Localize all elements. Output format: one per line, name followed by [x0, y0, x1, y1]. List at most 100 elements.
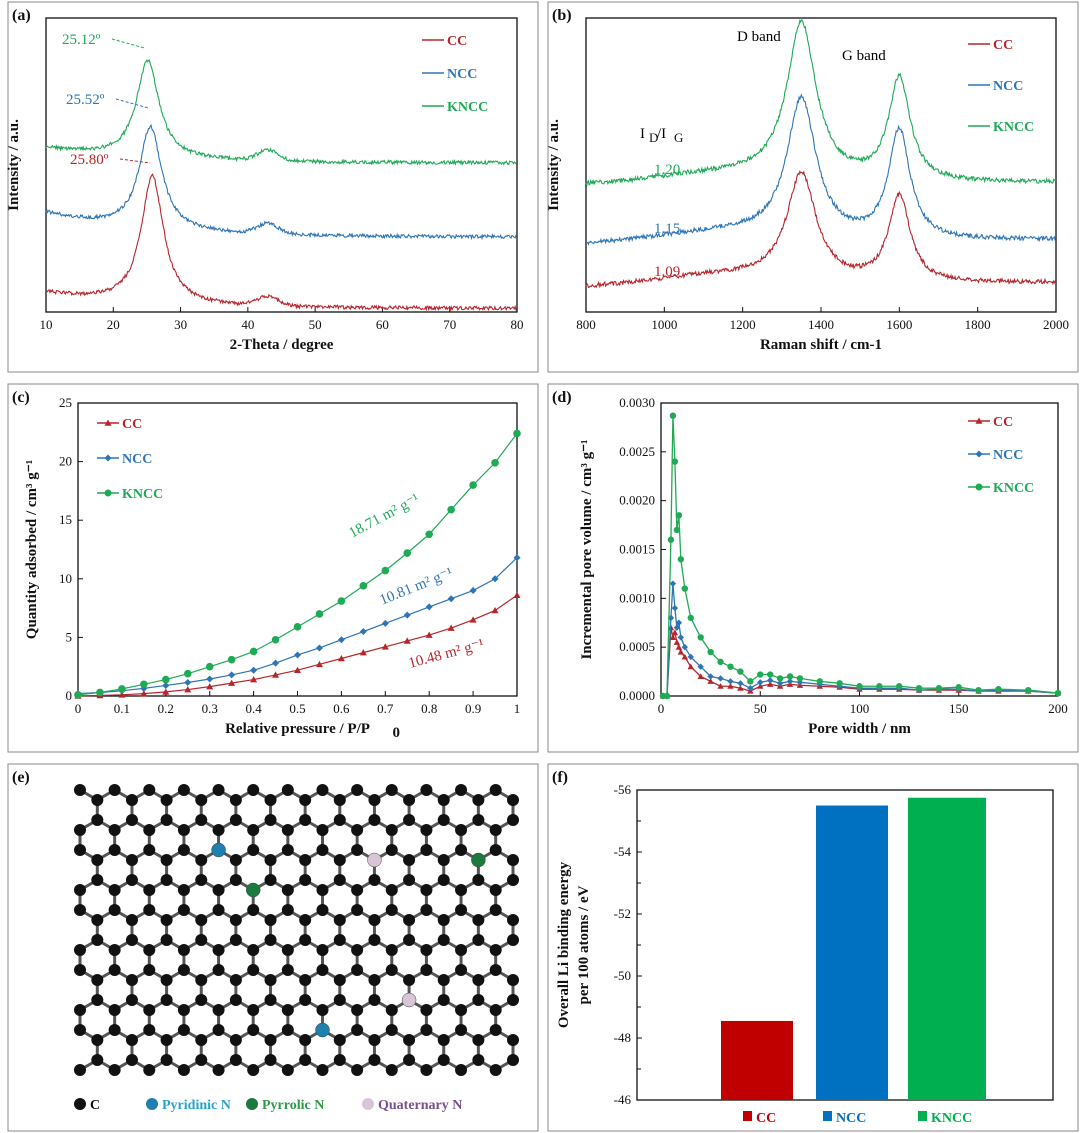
circle-marker	[896, 683, 903, 690]
carbon-atom	[247, 784, 260, 796]
diamond-marker	[669, 580, 677, 587]
circle-marker	[975, 686, 982, 694]
ratio-label-slash-I: /I	[657, 126, 666, 142]
legend-item-kncc: KNCC	[968, 120, 1034, 135]
legend-item-kncc: KNCC	[97, 487, 163, 502]
carbon-atom	[316, 1004, 329, 1016]
triangle-marker	[118, 691, 126, 698]
circle-marker	[955, 684, 962, 691]
carbon-atom	[212, 1024, 225, 1036]
carbon-atom	[229, 874, 242, 886]
carbon-atom	[91, 794, 104, 806]
diamond-marker	[667, 614, 675, 622]
legend-label-cc: CC	[756, 1111, 776, 1126]
carbon-atom	[351, 904, 364, 916]
carbon-atom	[195, 974, 208, 986]
carbon-atom	[385, 1064, 398, 1076]
carbon-atom	[264, 1034, 277, 1046]
surface-area-kncc: 18.71 m² g⁻¹	[346, 491, 422, 541]
carbon-atom	[74, 1024, 86, 1036]
carbon-atom	[160, 794, 173, 806]
carbon-atom	[368, 1034, 381, 1046]
carbon-atom	[351, 964, 364, 976]
legend-item-kncc: KNCC	[968, 481, 1034, 496]
triangle-marker	[975, 417, 983, 424]
carbon-atom	[368, 1054, 381, 1066]
diamond-marker	[162, 681, 170, 689]
carbon-atom	[91, 914, 104, 926]
y-tick-label: 0.0010	[619, 590, 655, 605]
carbon-atom	[455, 944, 468, 956]
carbon-atom	[351, 1064, 364, 1076]
carbon-atom	[333, 854, 346, 866]
carbon-atom	[177, 844, 190, 856]
carbon-atom	[247, 1004, 260, 1016]
legend-label: NCC	[122, 452, 152, 467]
carbon-atom	[385, 1004, 398, 1016]
panel-label: (b)	[552, 7, 572, 24]
carbon-atom	[489, 904, 502, 916]
x-tick-label: 800	[576, 317, 596, 332]
circle-marker	[747, 678, 754, 685]
carbon-atom	[437, 1054, 450, 1066]
circle-marker	[856, 683, 863, 690]
carbon-atom	[108, 1064, 121, 1076]
carbon-atom	[368, 874, 381, 886]
carbon-atom	[489, 824, 502, 836]
carbon-atom	[437, 974, 450, 986]
carbon-atom	[108, 1024, 121, 1036]
carbon-atom	[229, 794, 242, 806]
x-tick-label: 0.3	[202, 701, 218, 716]
y-tick-label: 20	[59, 454, 72, 469]
circle-marker	[677, 556, 685, 563]
legend-item-ncc: NCC	[422, 67, 477, 82]
y-tick-label: 25	[59, 395, 72, 410]
panel-label: (a)	[12, 7, 31, 24]
panel-label: (f)	[552, 769, 568, 786]
panel-label: (d)	[552, 389, 572, 406]
circle-marker	[697, 634, 704, 641]
carbon-atom	[316, 944, 329, 956]
carbon-atom	[195, 994, 208, 1006]
carbon-atom	[195, 874, 208, 886]
carbon-atom	[472, 914, 485, 926]
carbon-atom	[299, 934, 312, 946]
diamond-marker	[786, 678, 794, 685]
x-tick-label: 1400	[808, 317, 834, 332]
panel-d-frame	[547, 383, 1079, 753]
carbon-atom	[108, 884, 121, 896]
carbon-atom	[143, 884, 156, 896]
carbon-atom	[264, 974, 277, 986]
triangle-marker	[681, 653, 689, 660]
y-axis-label-2: per 100 atoms / eV	[576, 885, 592, 1004]
x-tick-label: 2000	[1043, 317, 1069, 332]
carbon-atom	[125, 874, 138, 886]
circle-marker	[227, 655, 236, 664]
raman-curve-cc	[585, 169, 1057, 289]
carbon-atom	[74, 904, 86, 916]
carbon-atom	[507, 994, 520, 1006]
legend-label: KNCC	[993, 120, 1034, 135]
circle-marker	[469, 481, 477, 489]
carbon-atom	[177, 944, 190, 956]
carbon-atom	[403, 854, 416, 866]
triangle-marker	[425, 631, 433, 638]
carbon-atom	[385, 1024, 398, 1036]
carbon-atom	[281, 884, 294, 896]
carbon-atom	[333, 874, 346, 886]
carbon-atom	[299, 974, 312, 986]
triangle-marker	[717, 683, 724, 689]
triangle-marker	[697, 673, 704, 680]
d-band-label: D band	[737, 29, 781, 45]
panel-c-frame	[7, 383, 539, 753]
legend-item-3: Quaternary N	[362, 1098, 462, 1113]
carbon-atom	[229, 814, 242, 826]
carbon-atom	[455, 824, 468, 836]
circle-marker	[995, 685, 1002, 693]
circle-marker	[491, 458, 499, 467]
circle-marker	[381, 566, 390, 575]
carbon-atom	[403, 974, 416, 986]
x-tick-label: 0.4	[245, 701, 262, 716]
y-tick-label: -48	[614, 1030, 631, 1045]
y-axis-label: Overall Li binding energy	[556, 861, 572, 1028]
